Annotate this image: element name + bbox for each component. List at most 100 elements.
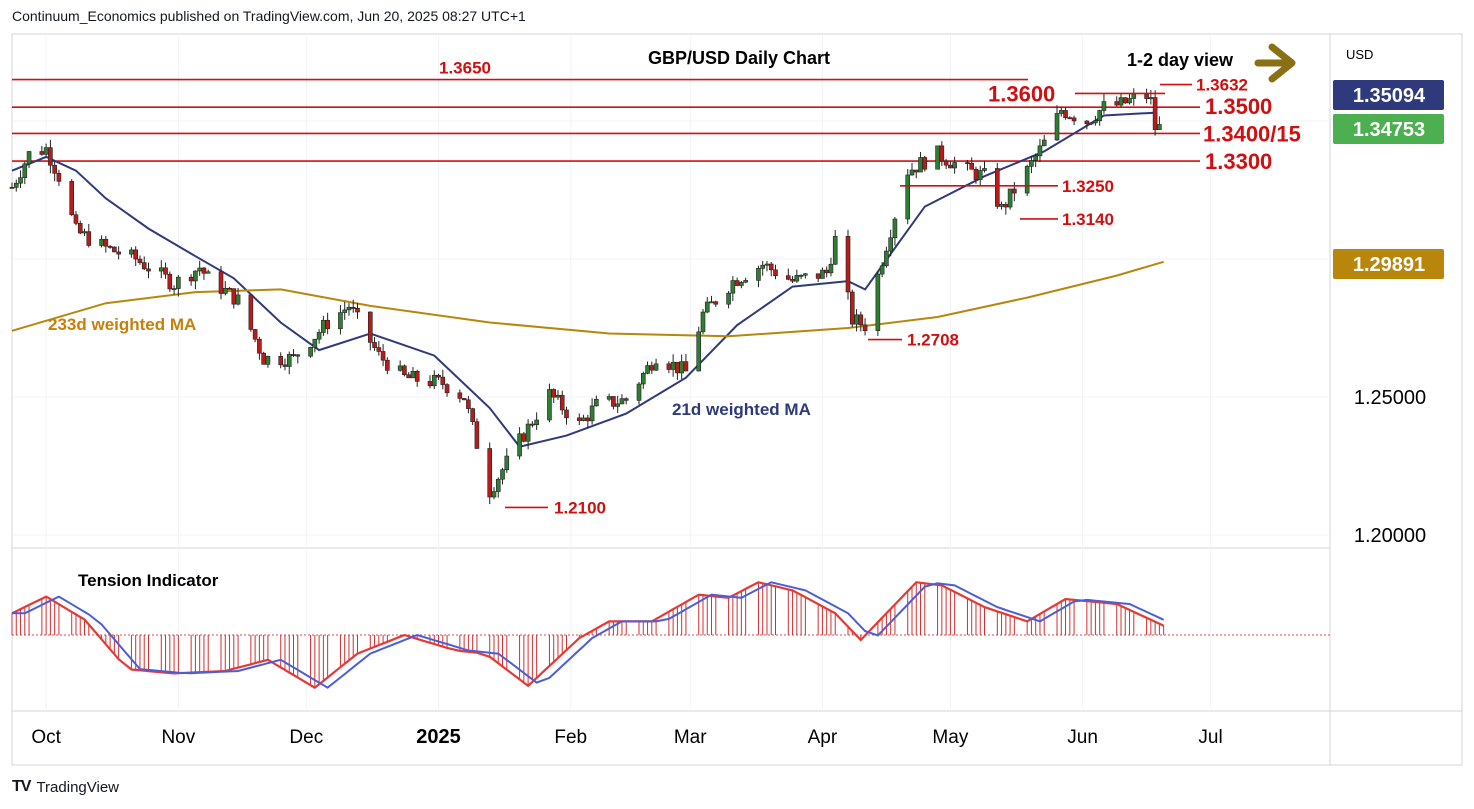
candle-body bbox=[845, 236, 851, 293]
candle-body bbox=[197, 267, 202, 272]
candle-body bbox=[734, 280, 740, 286]
candle bbox=[385, 357, 390, 375]
candle bbox=[913, 169, 919, 179]
candle-body bbox=[146, 268, 151, 272]
candle-body bbox=[858, 314, 864, 326]
candle-body bbox=[141, 262, 147, 270]
candle bbox=[892, 217, 898, 246]
candle-body bbox=[218, 271, 224, 294]
candle-body bbox=[576, 417, 582, 421]
candle-body bbox=[517, 433, 522, 457]
candle-body bbox=[103, 238, 109, 247]
candle bbox=[1071, 115, 1077, 126]
candle-body bbox=[905, 174, 911, 220]
candle bbox=[1118, 93, 1124, 108]
candle-body bbox=[559, 394, 565, 411]
candle-body bbox=[943, 160, 949, 166]
candle-body bbox=[1144, 93, 1149, 99]
candle bbox=[1054, 105, 1060, 141]
candle bbox=[760, 260, 766, 276]
candle bbox=[291, 349, 296, 357]
candle bbox=[858, 311, 864, 332]
candle bbox=[1007, 188, 1013, 210]
candle bbox=[756, 265, 761, 288]
candle-body bbox=[410, 370, 416, 379]
candle bbox=[730, 276, 736, 301]
candle bbox=[286, 351, 292, 375]
chart-title: GBP/USD Daily Chart bbox=[648, 48, 830, 68]
y-tick-label: 1.25000 bbox=[1354, 387, 1426, 409]
candle-body bbox=[1118, 97, 1124, 106]
candle-body bbox=[56, 172, 62, 182]
candle bbox=[487, 442, 493, 505]
candle bbox=[909, 163, 915, 176]
candle bbox=[312, 338, 318, 353]
candle bbox=[649, 361, 655, 374]
candle-body bbox=[278, 356, 284, 366]
candle-body bbox=[888, 237, 893, 252]
candle-body bbox=[325, 319, 330, 330]
candle bbox=[278, 352, 284, 369]
candle-body bbox=[790, 279, 795, 282]
candle-body bbox=[235, 294, 241, 305]
candle bbox=[803, 273, 808, 279]
candle bbox=[295, 354, 301, 364]
candle bbox=[726, 291, 731, 309]
candle-body bbox=[48, 147, 53, 166]
x-tick-label: Apr bbox=[808, 727, 838, 748]
candle-body bbox=[201, 267, 207, 274]
candle-body bbox=[13, 182, 19, 188]
candle-body bbox=[922, 157, 928, 170]
candle bbox=[171, 285, 177, 295]
candle-body bbox=[107, 245, 113, 248]
candle bbox=[743, 277, 748, 284]
candle-body bbox=[295, 354, 301, 357]
candle bbox=[611, 396, 616, 410]
footer-brand[interactable]: TV TradingView bbox=[12, 778, 119, 796]
candle-body bbox=[188, 276, 194, 282]
candle bbox=[1063, 107, 1068, 120]
candle-body bbox=[700, 311, 706, 333]
candle-body bbox=[918, 157, 923, 173]
candle-body bbox=[623, 398, 629, 401]
candle-body bbox=[530, 423, 535, 426]
candle-body bbox=[1152, 97, 1158, 130]
candle bbox=[832, 230, 838, 265]
candle-body bbox=[431, 374, 437, 387]
candle bbox=[888, 229, 893, 257]
candle bbox=[1114, 96, 1120, 107]
candle bbox=[576, 413, 582, 425]
candle bbox=[1157, 116, 1162, 130]
candle bbox=[828, 257, 834, 277]
candle-body bbox=[1012, 188, 1017, 194]
candle-body bbox=[832, 236, 838, 265]
candle-body bbox=[969, 162, 975, 170]
candle bbox=[129, 247, 134, 258]
candle bbox=[1067, 116, 1073, 120]
candle-body bbox=[760, 264, 766, 269]
ma233-annotation: 233d weighted MA bbox=[48, 315, 196, 334]
candle bbox=[321, 315, 326, 336]
candle bbox=[504, 448, 510, 473]
candle-body bbox=[581, 417, 586, 421]
level-label: 1.3300 bbox=[1205, 149, 1272, 174]
candle-body bbox=[525, 423, 531, 442]
pointer-label: 1.2708 bbox=[907, 331, 959, 350]
candle bbox=[265, 355, 271, 368]
candle-body bbox=[265, 356, 271, 365]
candle bbox=[457, 389, 463, 403]
candle bbox=[939, 141, 945, 167]
candle-body bbox=[261, 352, 266, 365]
candle bbox=[252, 328, 258, 343]
candle-body bbox=[1097, 110, 1102, 122]
candle-body bbox=[73, 214, 79, 224]
candle-body bbox=[9, 186, 15, 189]
candle bbox=[905, 169, 911, 225]
candle-body bbox=[133, 249, 138, 260]
candle-body bbox=[252, 329, 258, 340]
price-badge-bg bbox=[1333, 114, 1444, 144]
candle-body bbox=[884, 250, 889, 267]
candle bbox=[525, 419, 531, 450]
